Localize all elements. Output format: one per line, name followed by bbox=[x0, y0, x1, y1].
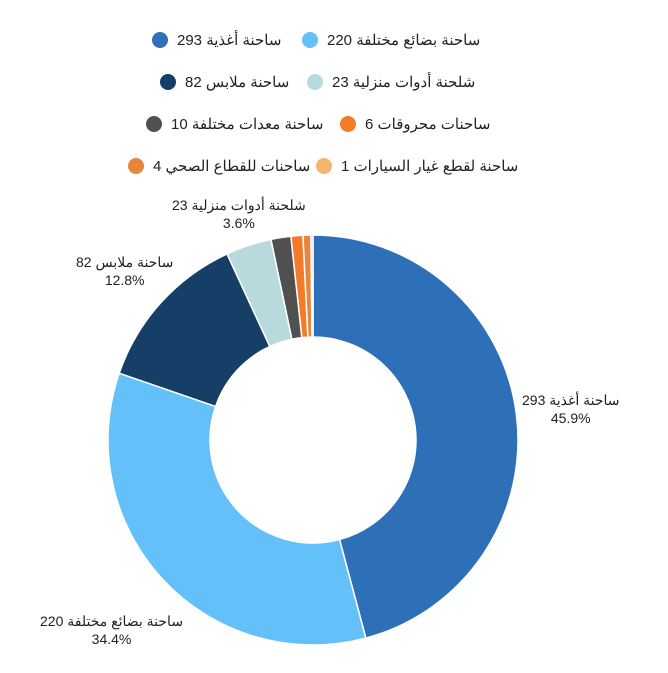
data-label-name: شلحنة أدوات منزلية 23 bbox=[172, 197, 306, 213]
data-label-food: ساحنة أغذية 293 45.9% bbox=[522, 391, 619, 427]
legend-dot bbox=[128, 158, 144, 174]
data-label-household: شلحنة أدوات منزلية 23 3.6% bbox=[172, 196, 306, 232]
legend-label: ساحنة ملابس 82 bbox=[185, 74, 290, 91]
data-label-percent: 12.8% bbox=[104, 272, 145, 288]
data-label-name: ساحنة بضائع مختلفة 220 bbox=[40, 613, 184, 629]
legend-label: ساحنات للقطاع الصحي 4 bbox=[153, 158, 311, 175]
legend-item-household[interactable]: شلحنة أدوات منزلية 23 bbox=[307, 73, 475, 91]
legend-dot bbox=[307, 74, 323, 90]
legend-item-equipment[interactable]: ساحنة معدات مختلفة 10 bbox=[146, 115, 323, 133]
data-label-name: ساحنة ملابس 82 bbox=[76, 254, 174, 270]
legend-dot bbox=[152, 32, 168, 48]
legend-dot bbox=[316, 158, 332, 174]
legend-label: ساحنة معدات مختلفة 10 bbox=[171, 116, 324, 133]
data-label-percent: 45.9% bbox=[550, 410, 591, 426]
legend-label: ساحنات محروقات 6 bbox=[365, 116, 491, 133]
legend-item-misc-goods[interactable]: ساحنة بضائع مختلفة 220 bbox=[302, 31, 480, 49]
legend-label: ساحنة أغذية 293 bbox=[177, 32, 282, 49]
legend-dot bbox=[146, 116, 162, 132]
data-label-misc-goods: ساحنة بضائع مختلفة 220 34.4% bbox=[40, 612, 183, 648]
donut-slice-0[interactable] bbox=[312, 234, 519, 639]
legend-dot bbox=[340, 116, 356, 132]
legend-item-health[interactable]: ساحنات للقطاع الصحي 4 bbox=[128, 157, 310, 175]
legend-item-fuel[interactable]: ساحنات محروقات 6 bbox=[340, 115, 490, 133]
legend-item-car-parts[interactable]: ساحنة لقطع غيار السيارات 1 bbox=[316, 157, 518, 175]
legend-item-food[interactable]: ساحنة أغذية 293 bbox=[152, 31, 281, 49]
donut-slice-7[interactable] bbox=[310, 234, 314, 338]
data-label-name: ساحنة أغذية 293 bbox=[522, 392, 620, 408]
legend-item-clothes[interactable]: ساحنة ملابس 82 bbox=[160, 73, 289, 91]
data-label-percent: 34.4% bbox=[91, 631, 132, 647]
legend-label: ساحنة بضائع مختلفة 220 bbox=[327, 32, 481, 49]
legend-dot bbox=[160, 74, 176, 90]
data-label-percent: 3.6% bbox=[222, 215, 255, 231]
legend-label: شلحنة أدوات منزلية 23 bbox=[332, 74, 476, 91]
donut-slice-1[interactable] bbox=[107, 372, 367, 646]
legend-dot bbox=[302, 32, 318, 48]
legend-label: ساحنة لقطع غيار السيارات 1 bbox=[341, 158, 519, 175]
data-label-clothes: ساحنة ملابس 82 12.8% bbox=[76, 253, 173, 289]
